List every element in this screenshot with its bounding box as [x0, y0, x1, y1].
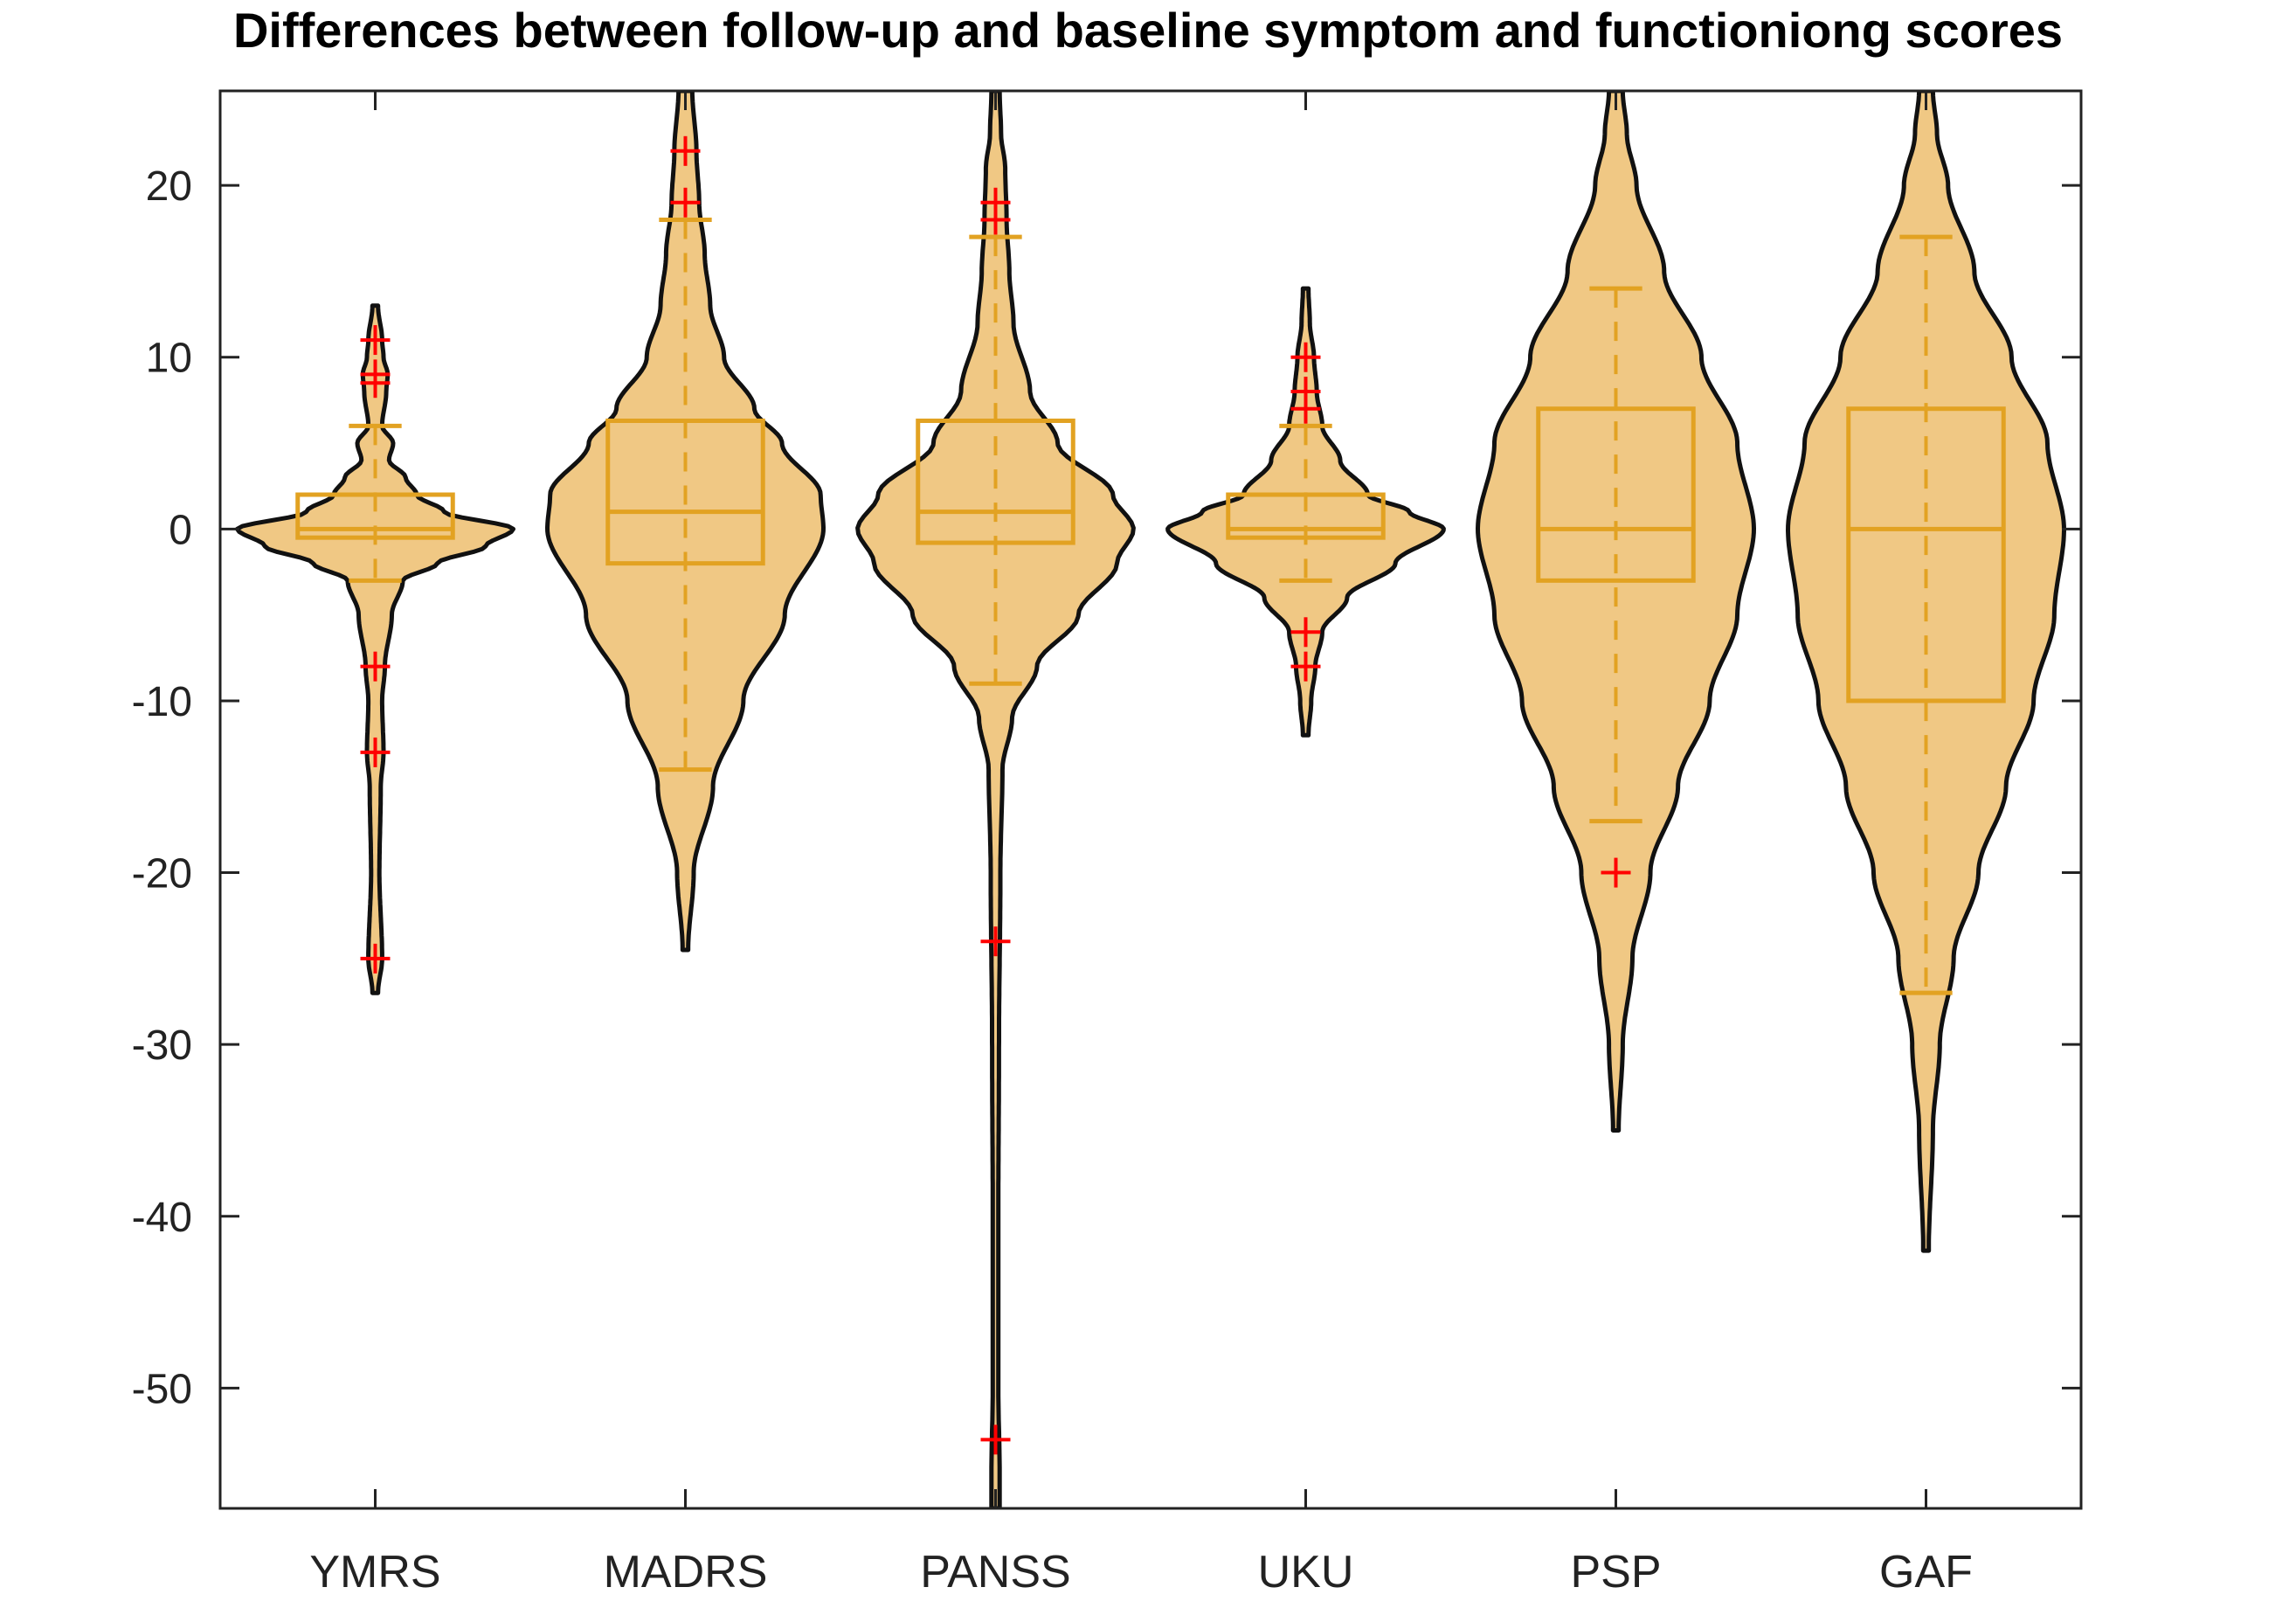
y-tick-label: -50 [132, 1366, 192, 1412]
y-tick-label: -30 [132, 1022, 192, 1069]
y-tick-label: -20 [132, 851, 192, 898]
madrs-outlier-marker [670, 187, 701, 218]
violin-psp [1476, 91, 1756, 1133]
y-tick-label: 0 [169, 507, 192, 553]
ymrs-outlier-marker [360, 737, 391, 767]
ymrs-outlier-marker [360, 943, 391, 974]
psp-iqr-box [1536, 406, 1696, 583]
x-tick-label-ymrs: YMRS [309, 1547, 440, 1598]
panss-iqr-box [916, 418, 1075, 545]
uku-outlier-marker [1290, 617, 1321, 648]
panss-violin-body [855, 91, 1136, 1508]
y-tick-label: -10 [132, 679, 192, 725]
ymrs-iqr-box [295, 492, 455, 540]
uku-outlier-marker [1290, 651, 1321, 682]
ymrs-outlier-marker [360, 325, 391, 356]
panss-outlier-marker [980, 926, 1011, 957]
ymrs-outlier-marker [360, 368, 391, 399]
y-tick-label: -40 [132, 1195, 192, 1241]
madrs-iqr-box [605, 418, 765, 566]
panss-outlier-marker [980, 204, 1011, 235]
violin-uku [1165, 286, 1446, 738]
uku-outlier-marker [1290, 393, 1321, 424]
ymrs-outlier-marker [360, 651, 391, 682]
violin-gaf [1786, 91, 2066, 1253]
psp-violin-body [1476, 91, 1756, 1133]
x-tick-label-psp: PSP [1570, 1547, 1661, 1598]
chart-title: Differences between follow-up and baseli… [232, 3, 2064, 58]
uku-outlier-marker [1290, 342, 1321, 372]
violin-madrs [545, 91, 826, 953]
plot-frame [218, 89, 2083, 1510]
y-tick-label: 20 [146, 163, 192, 210]
plot-area [235, 91, 2066, 1508]
violins-layer [235, 91, 2066, 1508]
panss-outlier-marker [980, 1424, 1011, 1455]
uku-iqr-box [1226, 492, 1386, 540]
axes-layer: 20 10 0 -10 -20 -30 -40 -50 YMRS MADRS PANSS UKU PSP… [132, 89, 2083, 1598]
gaf-iqr-box [1846, 406, 2006, 704]
ymrs-violin-body [235, 303, 515, 995]
uku-violin-body [1165, 286, 1446, 738]
x-tick-label-gaf: GAF [1879, 1547, 1973, 1598]
madrs-outlier-marker [670, 135, 701, 166]
x-tick-label-uku: UKU [1258, 1547, 1354, 1598]
violin-ymrs [235, 303, 515, 995]
violin-panss [855, 91, 1136, 1508]
x-tick-label-madrs: MADRS [604, 1547, 768, 1598]
y-tick-label: 10 [146, 336, 192, 382]
x-tick-label-panss: PANSS [920, 1547, 1070, 1598]
psp-outlier-marker [1601, 857, 1631, 888]
